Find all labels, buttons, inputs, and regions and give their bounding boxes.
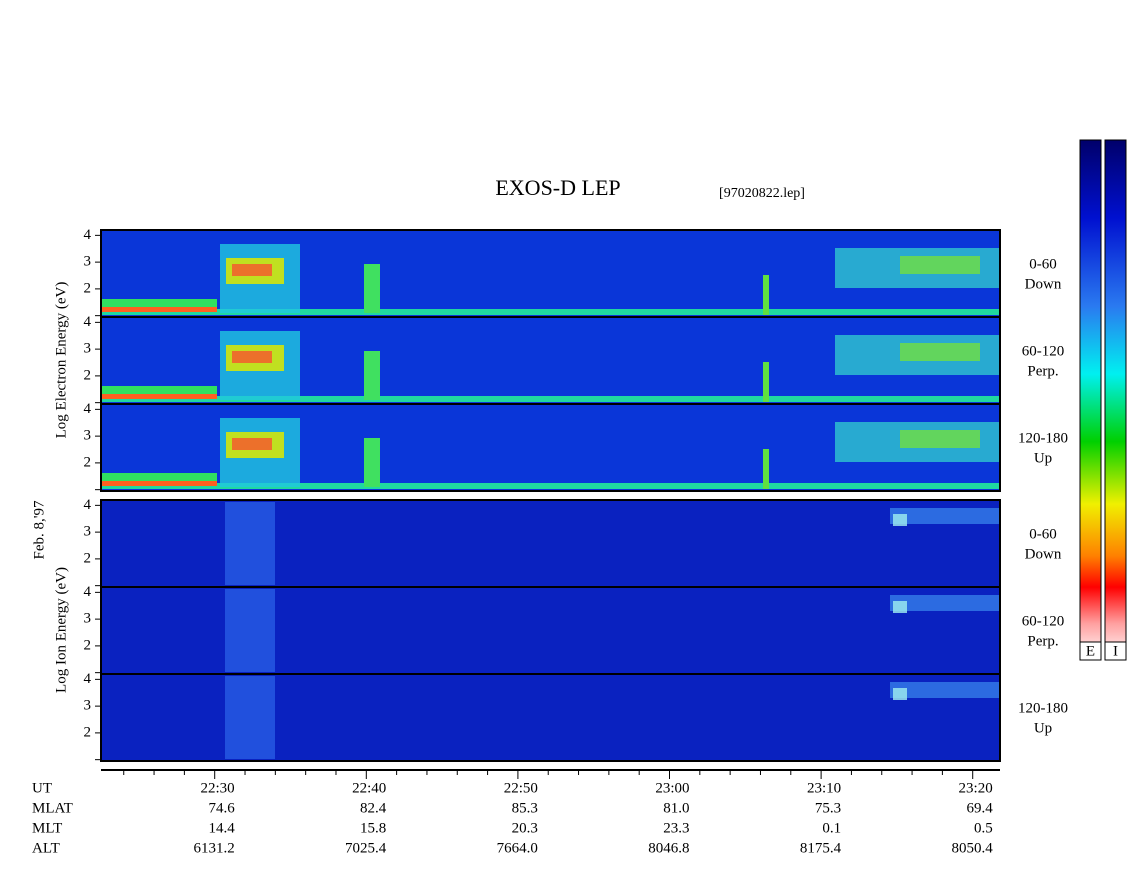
ephemeris-value: 23.3 — [663, 820, 689, 836]
ephemeris-value: 8175.4 — [800, 840, 842, 856]
texture — [763, 275, 769, 315]
y-tick-label: 4 — [84, 401, 92, 417]
texture — [101, 309, 1000, 315]
ephemeris-label: ALT — [32, 840, 60, 856]
y-tick-label: 3 — [84, 428, 92, 444]
panel-label: 60-120 — [1022, 343, 1065, 359]
texture — [893, 514, 907, 526]
texture — [225, 502, 275, 585]
panel-label: 0-60 — [1029, 256, 1057, 272]
title: EXOS-D LEP — [495, 175, 620, 200]
texture — [225, 589, 275, 672]
y-tick-label: 3 — [84, 254, 92, 270]
texture — [101, 396, 1000, 402]
y-tick-label: 4 — [84, 314, 92, 330]
y-tick-label: 3 — [84, 524, 92, 540]
panel-label: 60-120 — [1022, 613, 1065, 629]
panel-label: Up — [1034, 450, 1052, 466]
y-tick-label: 4 — [84, 671, 92, 687]
colorbar — [1104, 139, 1127, 661]
x-tick-label: 23:00 — [655, 780, 689, 796]
texture — [890, 595, 1000, 611]
ephemeris-value: 82.4 — [360, 800, 387, 816]
texture — [763, 449, 769, 489]
y-tick-label: 3 — [84, 611, 92, 627]
texture — [101, 307, 217, 312]
ephemeris-value: 6131.2 — [193, 840, 234, 856]
texture — [890, 682, 1000, 698]
y-tick-label: 2 — [84, 637, 92, 653]
x-tick-label: 22:50 — [504, 780, 538, 796]
colorbar-label: E — [1086, 643, 1095, 659]
ephemeris-value: 15.8 — [360, 820, 386, 836]
ephemeris-value: 8050.4 — [951, 840, 993, 856]
ephemeris-value: 74.6 — [208, 800, 235, 816]
panel-label: Perp. — [1027, 633, 1058, 649]
date-label: Feb. 8,'97 — [31, 500, 47, 559]
panel-frame — [100, 673, 1001, 762]
ephemeris-value: 20.3 — [512, 820, 538, 836]
y-tick-label: 2 — [84, 454, 92, 470]
y-tick-label: 4 — [84, 227, 92, 243]
texture — [232, 351, 272, 363]
texture — [893, 688, 907, 700]
y-tick-label: 3 — [84, 698, 92, 714]
y-tick-label: 4 — [84, 584, 92, 600]
y-tick-label: 2 — [84, 367, 92, 383]
texture — [893, 601, 907, 613]
ephemeris-value: 81.0 — [663, 800, 689, 816]
texture — [890, 508, 1000, 524]
panel-label: 120-180 — [1018, 430, 1068, 446]
ion-axis-label: Log Ion Energy (eV) — [53, 567, 69, 693]
panel-label: Down — [1025, 546, 1062, 562]
texture — [101, 483, 1000, 489]
ephemeris-value: 7025.4 — [345, 840, 387, 856]
ephemeris-value: 0.1 — [822, 820, 841, 836]
ephemeris-label: MLAT — [32, 800, 73, 816]
y-tick-label: 2 — [84, 280, 92, 296]
texture — [763, 362, 769, 402]
electron-axis-label: Log Electron Energy (eV) — [53, 282, 69, 439]
panel-label: 120-180 — [1018, 700, 1068, 716]
y-tick-label: 2 — [84, 550, 92, 566]
y-tick-label: 4 — [84, 497, 92, 513]
ephemeris-value: 75.3 — [815, 800, 841, 816]
ephemeris-label: MLT — [32, 820, 62, 836]
colorbar — [1079, 139, 1102, 661]
texture — [232, 264, 272, 276]
texture — [101, 481, 217, 486]
ephemeris-value: 85.3 — [512, 800, 538, 816]
texture — [900, 430, 980, 448]
ephemeris-value: 14.4 — [208, 820, 235, 836]
panel-label: Up — [1034, 720, 1052, 736]
ephemeris-value: 7664.0 — [497, 840, 538, 856]
ephemeris-value: 8046.8 — [648, 840, 689, 856]
ephemeris-value: 69.4 — [966, 800, 993, 816]
colorbar-label-box — [1104, 641, 1127, 661]
texture — [900, 343, 980, 361]
y-tick-label: 3 — [84, 341, 92, 357]
panel-label: Perp. — [1027, 363, 1058, 379]
ephemeris-label: UT — [32, 780, 52, 796]
colorbar-label: I — [1113, 643, 1118, 659]
x-tick-label: 23:20 — [959, 780, 993, 796]
file-name: [97020822.lep] — [719, 186, 805, 201]
texture — [225, 676, 275, 759]
texture — [364, 438, 380, 487]
panel-label: Down — [1025, 276, 1062, 292]
x-tick-label: 22:30 — [201, 780, 235, 796]
colorbar-label-box — [1079, 641, 1102, 661]
x-tick-label: 22:40 — [352, 780, 386, 796]
panel-frame — [100, 403, 1001, 492]
texture — [101, 394, 217, 399]
y-tick-label: 2 — [84, 724, 92, 740]
texture — [900, 256, 980, 274]
texture — [232, 438, 272, 450]
panel-label: 0-60 — [1029, 526, 1057, 542]
texture — [364, 264, 380, 313]
texture — [364, 351, 380, 400]
ephemeris-value: 0.5 — [974, 820, 993, 836]
x-tick-label: 23:10 — [807, 780, 841, 796]
